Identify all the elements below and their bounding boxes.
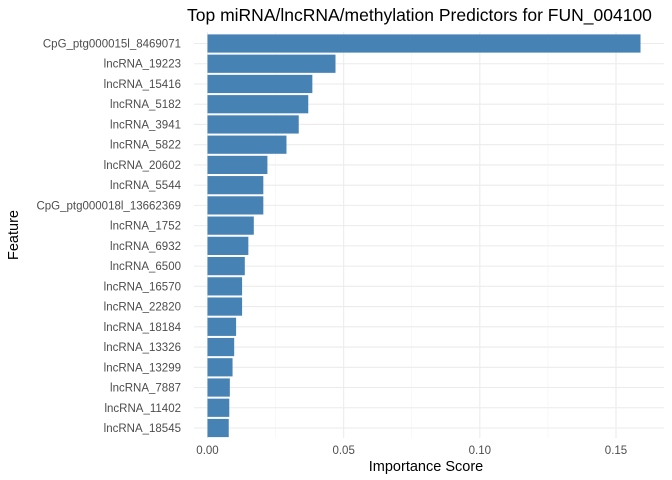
y-tick-label: lncRNA_5822	[110, 140, 181, 152]
y-tick-label: lncRNA_1752	[110, 221, 181, 233]
y-axis-title: Feature	[6, 210, 22, 260]
x-tick-label: 0.05	[332, 445, 354, 457]
y-tick-label: CpG_ptg000018l_13662369	[36, 200, 181, 212]
bar	[207, 135, 287, 154]
y-tick-label: CpG_ptg000015l_8469071	[43, 39, 181, 51]
bars	[207, 34, 641, 438]
bar	[207, 155, 268, 175]
bar	[207, 216, 254, 235]
bar	[207, 95, 309, 114]
y-tick-labels: CpG_ptg000015l_8469071 lncRNA_19223 lncRNA…	[36, 39, 181, 436]
bar	[207, 378, 230, 397]
bar	[207, 256, 245, 276]
bar	[207, 358, 233, 377]
x-tick-labels: 0.00 0.05 0.10 0.15	[196, 445, 627, 457]
bar	[207, 176, 264, 195]
x-axis-title: Importance Score	[369, 459, 483, 475]
chart-title: Top miRNA/lncRNA/methylation Predictors …	[187, 5, 652, 26]
bar	[207, 337, 235, 357]
y-tick-label: lncRNA_13299	[104, 362, 181, 374]
y-tick-label: lncRNA_16570	[104, 281, 181, 293]
bar	[207, 297, 243, 316]
y-tick-label: lncRNA_18545	[104, 423, 181, 435]
y-tick-label: lncRNA_19223	[104, 59, 181, 71]
x-tick-label: 0.15	[605, 445, 627, 457]
bar	[207, 277, 243, 296]
y-tick-label: lncRNA_3941	[110, 119, 181, 131]
x-tick-label: 0.10	[469, 445, 491, 457]
y-tick-label: lncRNA_18184	[104, 322, 182, 334]
y-tick-label: lncRNA_20602	[104, 160, 181, 172]
y-tick-label: lncRNA_13326	[104, 342, 181, 354]
bar	[207, 34, 641, 53]
bar	[207, 418, 229, 438]
y-tick-label: lncRNA_5544	[110, 180, 182, 192]
bar	[207, 74, 313, 94]
y-tick-label: lncRNA_6500	[110, 261, 181, 273]
x-tick-label: 0.00	[196, 445, 218, 457]
y-tick-label: lncRNA_15416	[104, 79, 181, 91]
y-tick-label: lncRNA_5182	[110, 99, 181, 111]
y-tick-label: lncRNA_22820	[104, 302, 181, 314]
y-tick-label: lncRNA_7887	[110, 383, 181, 395]
bar	[207, 196, 264, 215]
y-tick-label: lncRNA_11402	[104, 403, 181, 415]
bar	[207, 54, 336, 73]
y-tick-label: lncRNA_6932	[110, 241, 181, 253]
bar	[207, 115, 299, 134]
bar	[207, 398, 230, 417]
bar	[207, 317, 237, 336]
bar	[207, 236, 249, 255]
